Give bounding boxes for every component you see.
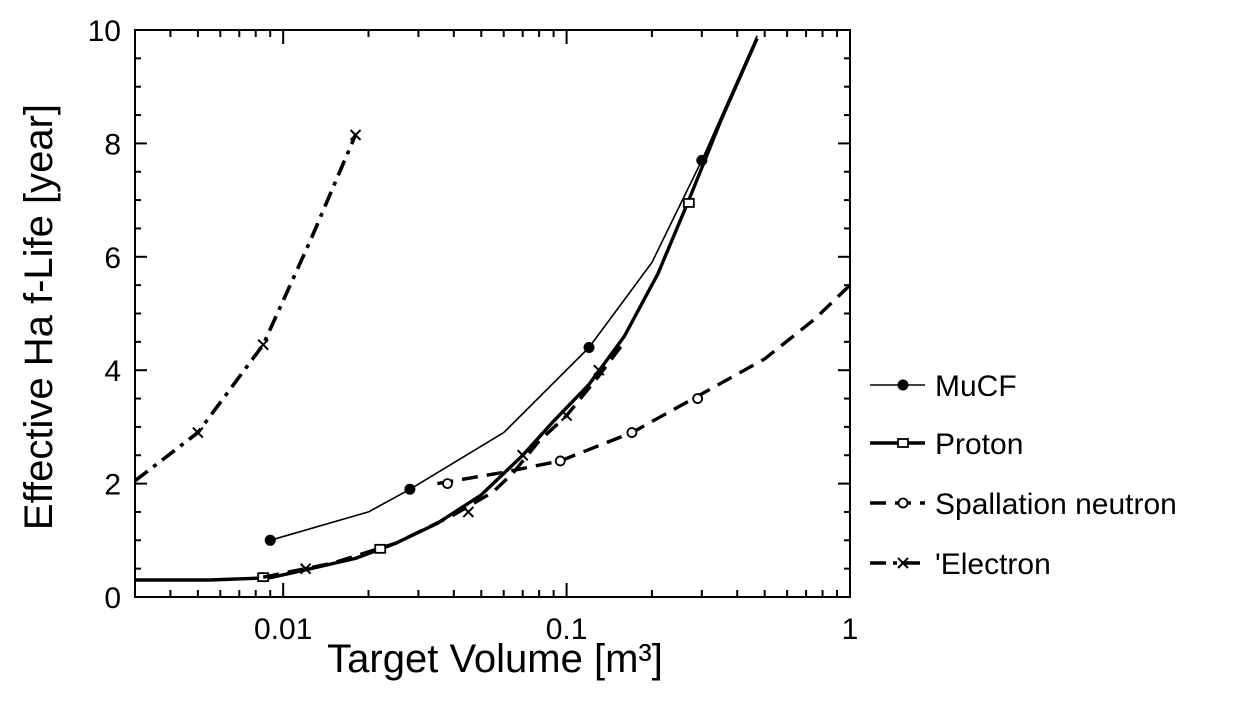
- x-tick-label: 0.1: [546, 613, 588, 646]
- data-point: [442, 478, 453, 490]
- series-group: [133, 35, 852, 583]
- x-tick-labels: 0.01 0.1 1: [254, 613, 858, 646]
- x-ticks: [134, 30, 839, 597]
- legend-label: Proton: [935, 428, 1023, 461]
- data-point: [264, 534, 276, 546]
- y-ticks: [135, 29, 850, 598]
- legend-label: Spallation neutron: [935, 488, 1177, 521]
- data-point: [593, 364, 605, 376]
- data-point: [897, 379, 909, 391]
- x-tick-label: 1: [842, 613, 859, 646]
- data-point: [554, 455, 566, 467]
- series-line: [269, 35, 758, 542]
- series-line: [437, 283, 852, 486]
- data-point: [897, 497, 909, 509]
- legend-label: 'Electron: [935, 548, 1051, 581]
- x-tick-label: 0.01: [254, 613, 312, 646]
- data-point: [374, 543, 387, 554]
- data-point: [257, 338, 269, 351]
- data-point: [692, 393, 704, 404]
- data-point: [897, 438, 909, 448]
- legend: MuCF Proton Spallation neutron 'Electron: [870, 370, 1177, 581]
- y-tick-label: 8: [104, 128, 121, 161]
- data-point: [583, 342, 595, 354]
- y-tick-labels: 0 2 4 6 8 10: [88, 15, 121, 615]
- y-axis-title: Effective Ha f-Life [year]: [17, 104, 61, 530]
- y-tick-label: 2: [104, 469, 121, 502]
- x-axis-title: Target Volume [m³]: [327, 637, 663, 681]
- data-point: [560, 409, 573, 422]
- data-point: [516, 449, 529, 461]
- data-point: [192, 426, 204, 439]
- data-point: [897, 557, 909, 569]
- data-point: [299, 562, 312, 575]
- plot-area: [133, 29, 852, 598]
- y-tick-label: 4: [104, 355, 121, 388]
- data-point: [349, 129, 362, 141]
- series-line: [262, 340, 626, 579]
- data-point: [462, 506, 475, 518]
- legend-label: MuCF: [935, 370, 1017, 403]
- series-line: [133, 134, 358, 483]
- y-tick-label: 0: [104, 582, 121, 615]
- plot-frame: [134, 29, 851, 598]
- series-line: [135, 37, 759, 582]
- y-tick-label: 10: [88, 15, 121, 48]
- data-point: [626, 427, 638, 438]
- data-point: [404, 483, 416, 495]
- y-tick-label: 6: [104, 242, 121, 275]
- data-point: [682, 198, 695, 208]
